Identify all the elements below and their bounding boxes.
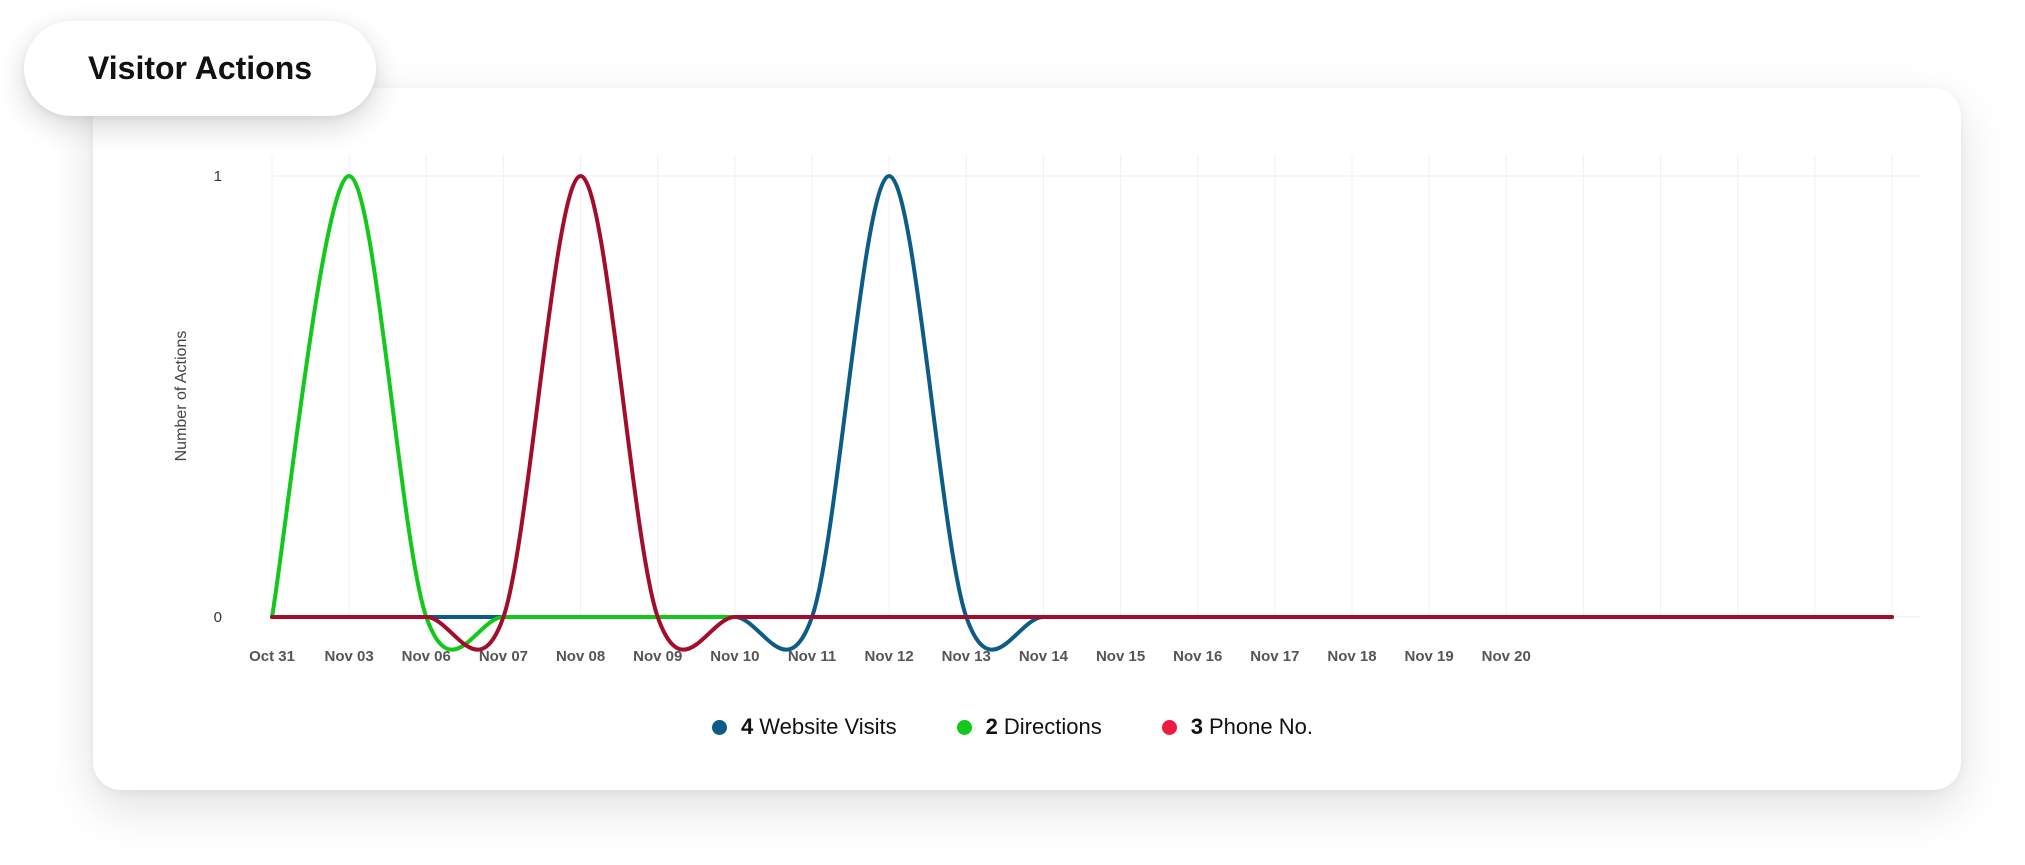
x-tick-label: Nov 18 (1327, 648, 1376, 665)
chart-legend: 4 Website Visits 2 Directions 3 Phone No… (0, 714, 2025, 740)
legend-count: 3 (1190, 714, 1203, 739)
x-tick-label: Nov 14 (1019, 648, 1069, 665)
legend-item-phone-no[interactable]: 3 Phone No. (1161, 714, 1313, 740)
legend-item-directions[interactable]: 2 Directions (956, 714, 1102, 740)
legend-label: Directions (1003, 714, 1102, 739)
x-tick-label: Nov 20 (1482, 648, 1531, 665)
legend-dot-icon (1161, 719, 1177, 735)
x-tick-label: Oct 31 (249, 648, 295, 665)
legend-item-website-visits[interactable]: 4 Website Visits (712, 714, 897, 740)
page-title: Visitor Actions (88, 50, 313, 86)
legend-label: Phone No. (1208, 714, 1313, 739)
series-line-website-visits (270, 174, 1894, 652)
series-line-phone-no (270, 174, 1894, 652)
y-axis-label: Number of Actions (173, 331, 190, 462)
x-tick-label: Nov 17 (1250, 648, 1299, 665)
chart-grid (271, 155, 1920, 618)
x-tick-label: Nov 09 (633, 648, 682, 665)
x-tick-label: Nov 03 (325, 648, 374, 665)
x-axis: Oct 31 Nov 03 Nov 06 Nov 07 Nov 08 Nov 09 Nov … (249, 648, 1531, 665)
legend-count: 2 (985, 714, 998, 739)
x-tick-label: Nov 19 (1405, 648, 1454, 665)
y-tick-label: 1 (214, 168, 222, 185)
legend-dot-icon (712, 719, 728, 735)
x-tick-label: Nov 16 (1173, 648, 1222, 665)
legend-dot-icon (956, 719, 972, 735)
x-tick-label: Nov 10 (710, 648, 759, 665)
x-tick-label: Nov 13 (942, 648, 991, 665)
x-tick-label: Nov 08 (556, 648, 605, 665)
chart-card (93, 88, 1961, 790)
title-pill: Visitor Actions (24, 21, 376, 116)
x-tick-label: Nov 12 (865, 648, 914, 665)
x-tick-label: Nov 11 (788, 648, 836, 665)
x-tick-label: Nov 06 (402, 648, 451, 665)
x-tick-label: Nov 15 (1096, 648, 1145, 665)
legend-count: 4 (741, 714, 754, 739)
series-line-directions (270, 174, 1894, 652)
y-axis: 01 (214, 168, 222, 626)
legend-label: Website Visits (759, 714, 897, 739)
y-tick-label: 0 (214, 609, 222, 626)
chart-series (270, 174, 1894, 652)
x-tick-label: Nov 07 (479, 648, 528, 665)
